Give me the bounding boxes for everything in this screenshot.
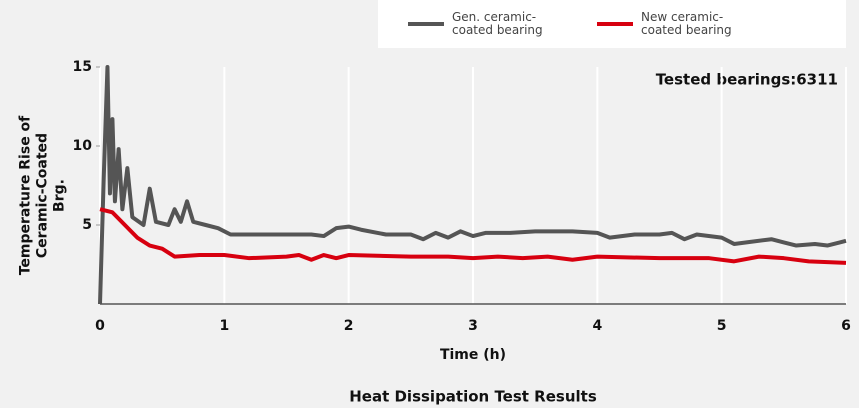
x-tick-label: 0 — [95, 318, 105, 334]
x-tick-label: 4 — [592, 318, 602, 334]
line-series — [99, 207, 847, 265]
y-tick-label: 15 — [73, 59, 92, 75]
x-tick-label: 5 — [717, 318, 727, 334]
x-tick-label: 2 — [344, 318, 354, 334]
x-tick-label: 1 — [219, 318, 229, 334]
legend-swatch — [408, 22, 444, 26]
legend-label: Gen. ceramic-coated bearing — [452, 10, 543, 37]
line-series — [98, 65, 847, 305]
x-axis-label: Time (h) — [440, 347, 506, 363]
legend: Gen. ceramic-coated bearing New ceramic-c… — [378, 0, 846, 48]
y-tick-label: 10 — [73, 138, 93, 154]
y-axis-label: Temperature Rise of Ceramic-Coated Brg. — [17, 115, 68, 276]
legend-item: New ceramic-coated bearing — [597, 11, 756, 37]
plot-area — [96, 66, 847, 305]
chart-title: Heat Dissipation Test Results — [349, 388, 597, 406]
x-tick-label: 6 — [841, 318, 851, 334]
legend-swatch — [597, 22, 633, 26]
y-tick-label: 5 — [82, 217, 92, 233]
legend-label: New ceramic-coated bearing — [641, 10, 732, 37]
x-tick-label: 3 — [468, 318, 478, 334]
annotation: Tested bearings:6311 — [656, 71, 838, 89]
legend-item: Gen. ceramic-coated bearing — [408, 11, 567, 37]
